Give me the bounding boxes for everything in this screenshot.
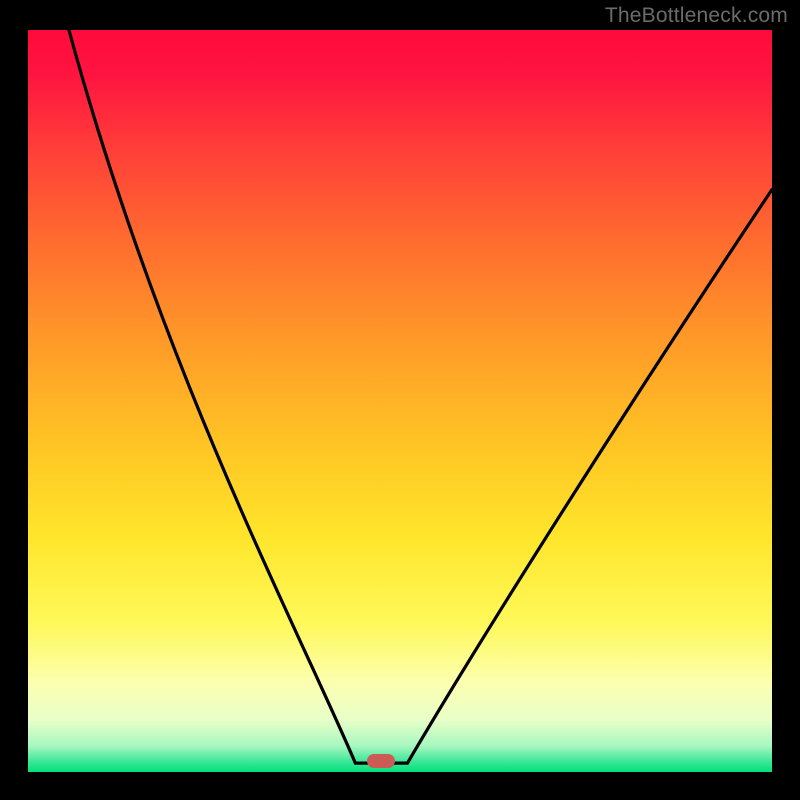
bottleneck-curve <box>69 30 772 763</box>
curve-layer <box>28 30 772 772</box>
chart-container: TheBottleneck.com <box>0 0 800 800</box>
optimal-marker-pill <box>367 754 395 768</box>
watermark-text: TheBottleneck.com <box>605 4 788 28</box>
plot-area <box>28 30 772 772</box>
